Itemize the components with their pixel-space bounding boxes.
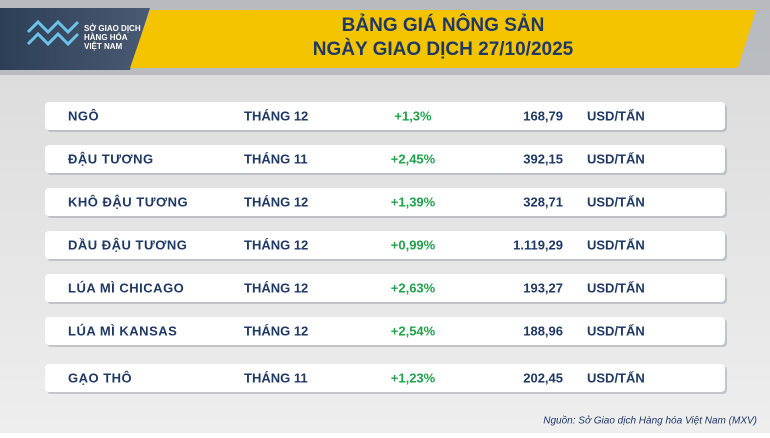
- price: 1.119,29: [513, 237, 563, 252]
- change: +2,45%: [391, 151, 436, 166]
- price: 202,45: [523, 370, 563, 385]
- unit: USD/TẤN: [587, 280, 645, 295]
- commodity: KHÔ ĐẬU TƯƠNG: [68, 194, 188, 209]
- row-bar: [45, 102, 725, 130]
- row-bar: [45, 274, 725, 302]
- title: BẢNG GIÁ NÔNG SẢN: [342, 14, 545, 36]
- change: +1,3%: [394, 108, 432, 123]
- unit: USD/TẤN: [587, 194, 645, 209]
- price-table: NGÔ THÁNG 12 +1,3% 168,79 USD/TẤN ĐẬU TƯƠNG TH…: [45, 102, 727, 394]
- unit: USD/TẤN: [587, 151, 645, 166]
- unit: USD/TẤN: [587, 323, 645, 338]
- price: 392,15: [523, 151, 563, 166]
- price: 168,79: [523, 108, 563, 123]
- row-bar: [45, 145, 725, 173]
- contract-month: THÁNG 11: [244, 370, 308, 385]
- contract-month: THÁNG 11: [244, 151, 308, 166]
- change: +2,63%: [391, 280, 436, 295]
- unit: USD/TẤN: [587, 108, 645, 123]
- price: 188,96: [523, 323, 563, 338]
- contract-month: THÁNG 12: [244, 194, 308, 209]
- contract-month: THÁNG 12: [244, 323, 308, 338]
- commodity: DẦU ĐẬU TƯƠNG: [68, 237, 187, 252]
- commodity: GẠO THÔ: [68, 370, 132, 385]
- unit: USD/TẤN: [587, 237, 645, 252]
- source-note: Nguồn: Sở Giao dịch Hàng hóa Việt Nam (M…: [543, 415, 757, 427]
- logo-line: VIỆT NAM: [84, 42, 123, 51]
- change: +1,39%: [391, 194, 436, 209]
- change: +0,99%: [391, 237, 436, 252]
- contract-month: THÁNG 12: [244, 280, 308, 295]
- unit: USD/TẤN: [587, 370, 645, 385]
- commodity: LÚA MÌ CHICAGO: [68, 280, 184, 295]
- commodity: LÚA MÌ KANSAS: [68, 323, 177, 338]
- subtitle: NGÀY GIAO DỊCH 27/10/2025: [313, 38, 574, 60]
- contract-month: THÁNG 12: [244, 237, 308, 252]
- logo-line: SỞ GIAO DỊCH: [84, 24, 141, 33]
- price: 328,71: [523, 194, 563, 209]
- change: +2,54%: [391, 323, 436, 338]
- row-bar: [45, 188, 725, 216]
- commodity: NGÔ: [68, 108, 99, 123]
- row-bar: [45, 317, 725, 345]
- logo-icon: [26, 19, 80, 47]
- price: 193,27: [523, 280, 563, 295]
- row-bar: [45, 364, 725, 392]
- logo-line: HÀNG HÓA: [84, 33, 128, 42]
- row-bar: [45, 231, 725, 259]
- commodity: ĐẬU TƯƠNG: [68, 151, 154, 166]
- change: +1,23%: [391, 370, 436, 385]
- title-banner: [130, 10, 756, 68]
- contract-month: THÁNG 12: [244, 108, 308, 123]
